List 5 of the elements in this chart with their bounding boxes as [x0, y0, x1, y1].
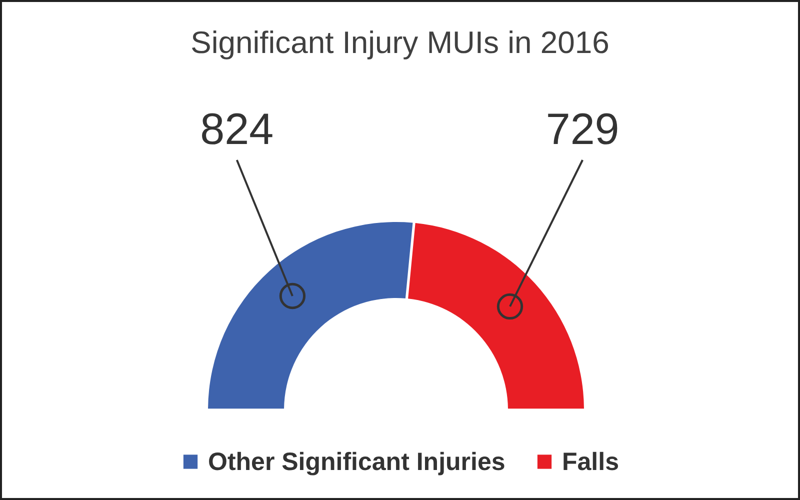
legend-label: Other Significant Injuries	[208, 448, 506, 476]
data-label: 729	[546, 105, 620, 154]
legend-label: Falls	[562, 448, 619, 476]
chart-title: Significant Injury MUIs in 2016	[190, 25, 610, 60]
data-label: 824	[200, 105, 274, 154]
